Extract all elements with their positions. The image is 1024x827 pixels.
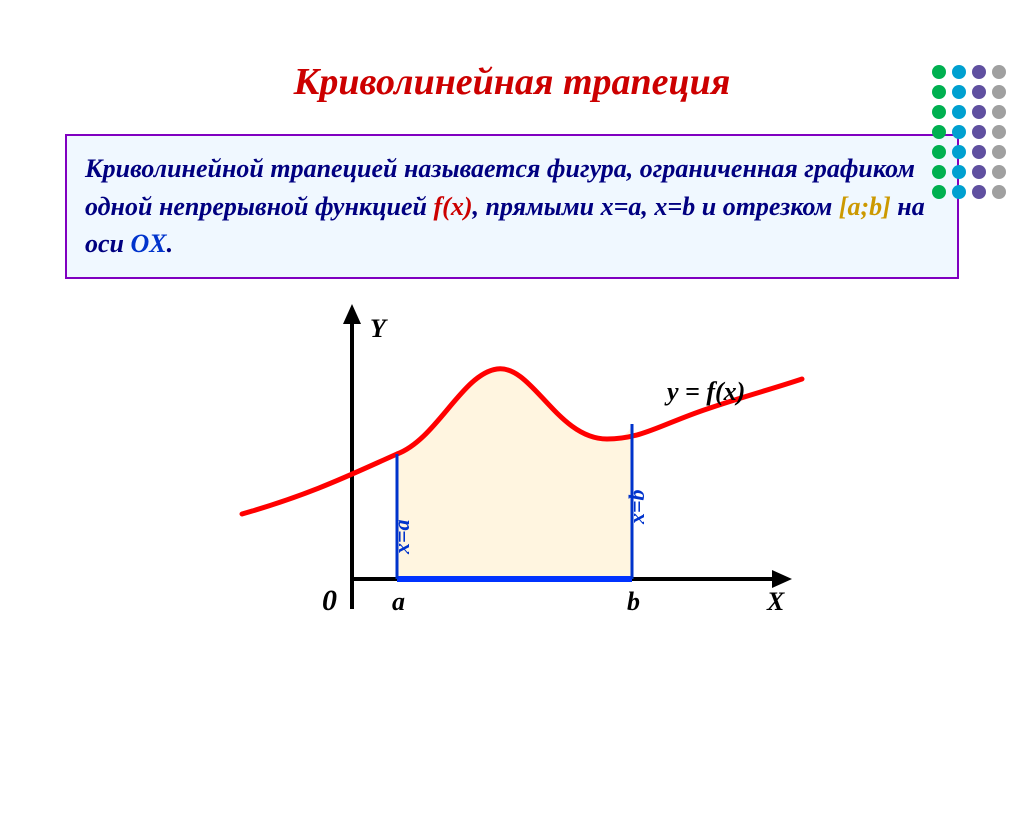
corner-dots-decoration: [924, 60, 1024, 200]
dots-svg: [924, 60, 1024, 200]
definition-text-part: [a;b]: [839, 192, 891, 221]
x-axis-label: X: [767, 587, 784, 617]
tick-a-label: a: [392, 587, 405, 617]
curve-equation-label: y = f(x): [667, 377, 745, 407]
origin-label: 0: [322, 584, 337, 618]
diagram-container: Y X 0 a b y = f(x) x=a x=b: [212, 299, 812, 659]
definition-text-part: .: [167, 229, 174, 258]
definition-text-part: OX: [131, 229, 167, 258]
vline-a-label: x=a: [389, 520, 415, 555]
page-title: Криволинейная трапеция: [0, 60, 1024, 104]
vline-b-label: x=b: [624, 490, 650, 525]
definition-text-part: , прямыми x=a, x=b и отрезком: [472, 192, 838, 221]
y-axis-label: Y: [370, 314, 386, 344]
tick-b-label: b: [627, 587, 640, 617]
diagram-svg: [212, 299, 812, 659]
definition-text-part: f(x): [434, 192, 473, 221]
definition-box: Криволинейной трапецией называется фигур…: [65, 134, 959, 279]
